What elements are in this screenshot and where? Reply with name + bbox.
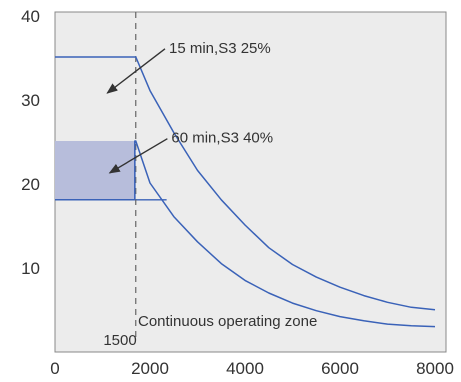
annotation-continuous-zone: Continuous operating zone xyxy=(138,313,317,330)
x-tick-label-0: 0 xyxy=(50,359,59,378)
y-tick-label-40: 40 xyxy=(21,7,40,26)
annotation-60min: 60 min,S3 40% xyxy=(171,130,273,147)
series-line-2 xyxy=(55,140,436,328)
y-tick-labels: 10 20 30 40 xyxy=(21,7,40,278)
x-tick-label-4000: 4000 xyxy=(226,359,264,378)
annotation-15min: 15 min,S3 25% xyxy=(169,40,271,57)
y-tick-label-30: 30 xyxy=(21,91,40,110)
x-tick-labels: 0 2000 4000 6000 8000 xyxy=(50,359,454,378)
x-tick-label-6000: 6000 xyxy=(321,359,359,378)
series-line-1 xyxy=(55,56,436,311)
annotation-arrow-1 xyxy=(106,48,166,94)
y-tick-label-20: 20 xyxy=(21,175,40,194)
shaded-region xyxy=(55,141,136,200)
vertical-marker-label: 1500 xyxy=(103,332,136,349)
x-tick-label-2000: 2000 xyxy=(131,359,169,378)
y-tick-label-10: 10 xyxy=(21,259,40,278)
plot-layer xyxy=(55,12,436,338)
annotation-arrow-2 xyxy=(108,138,168,174)
x-tick-label-8000: 8000 xyxy=(416,359,454,378)
